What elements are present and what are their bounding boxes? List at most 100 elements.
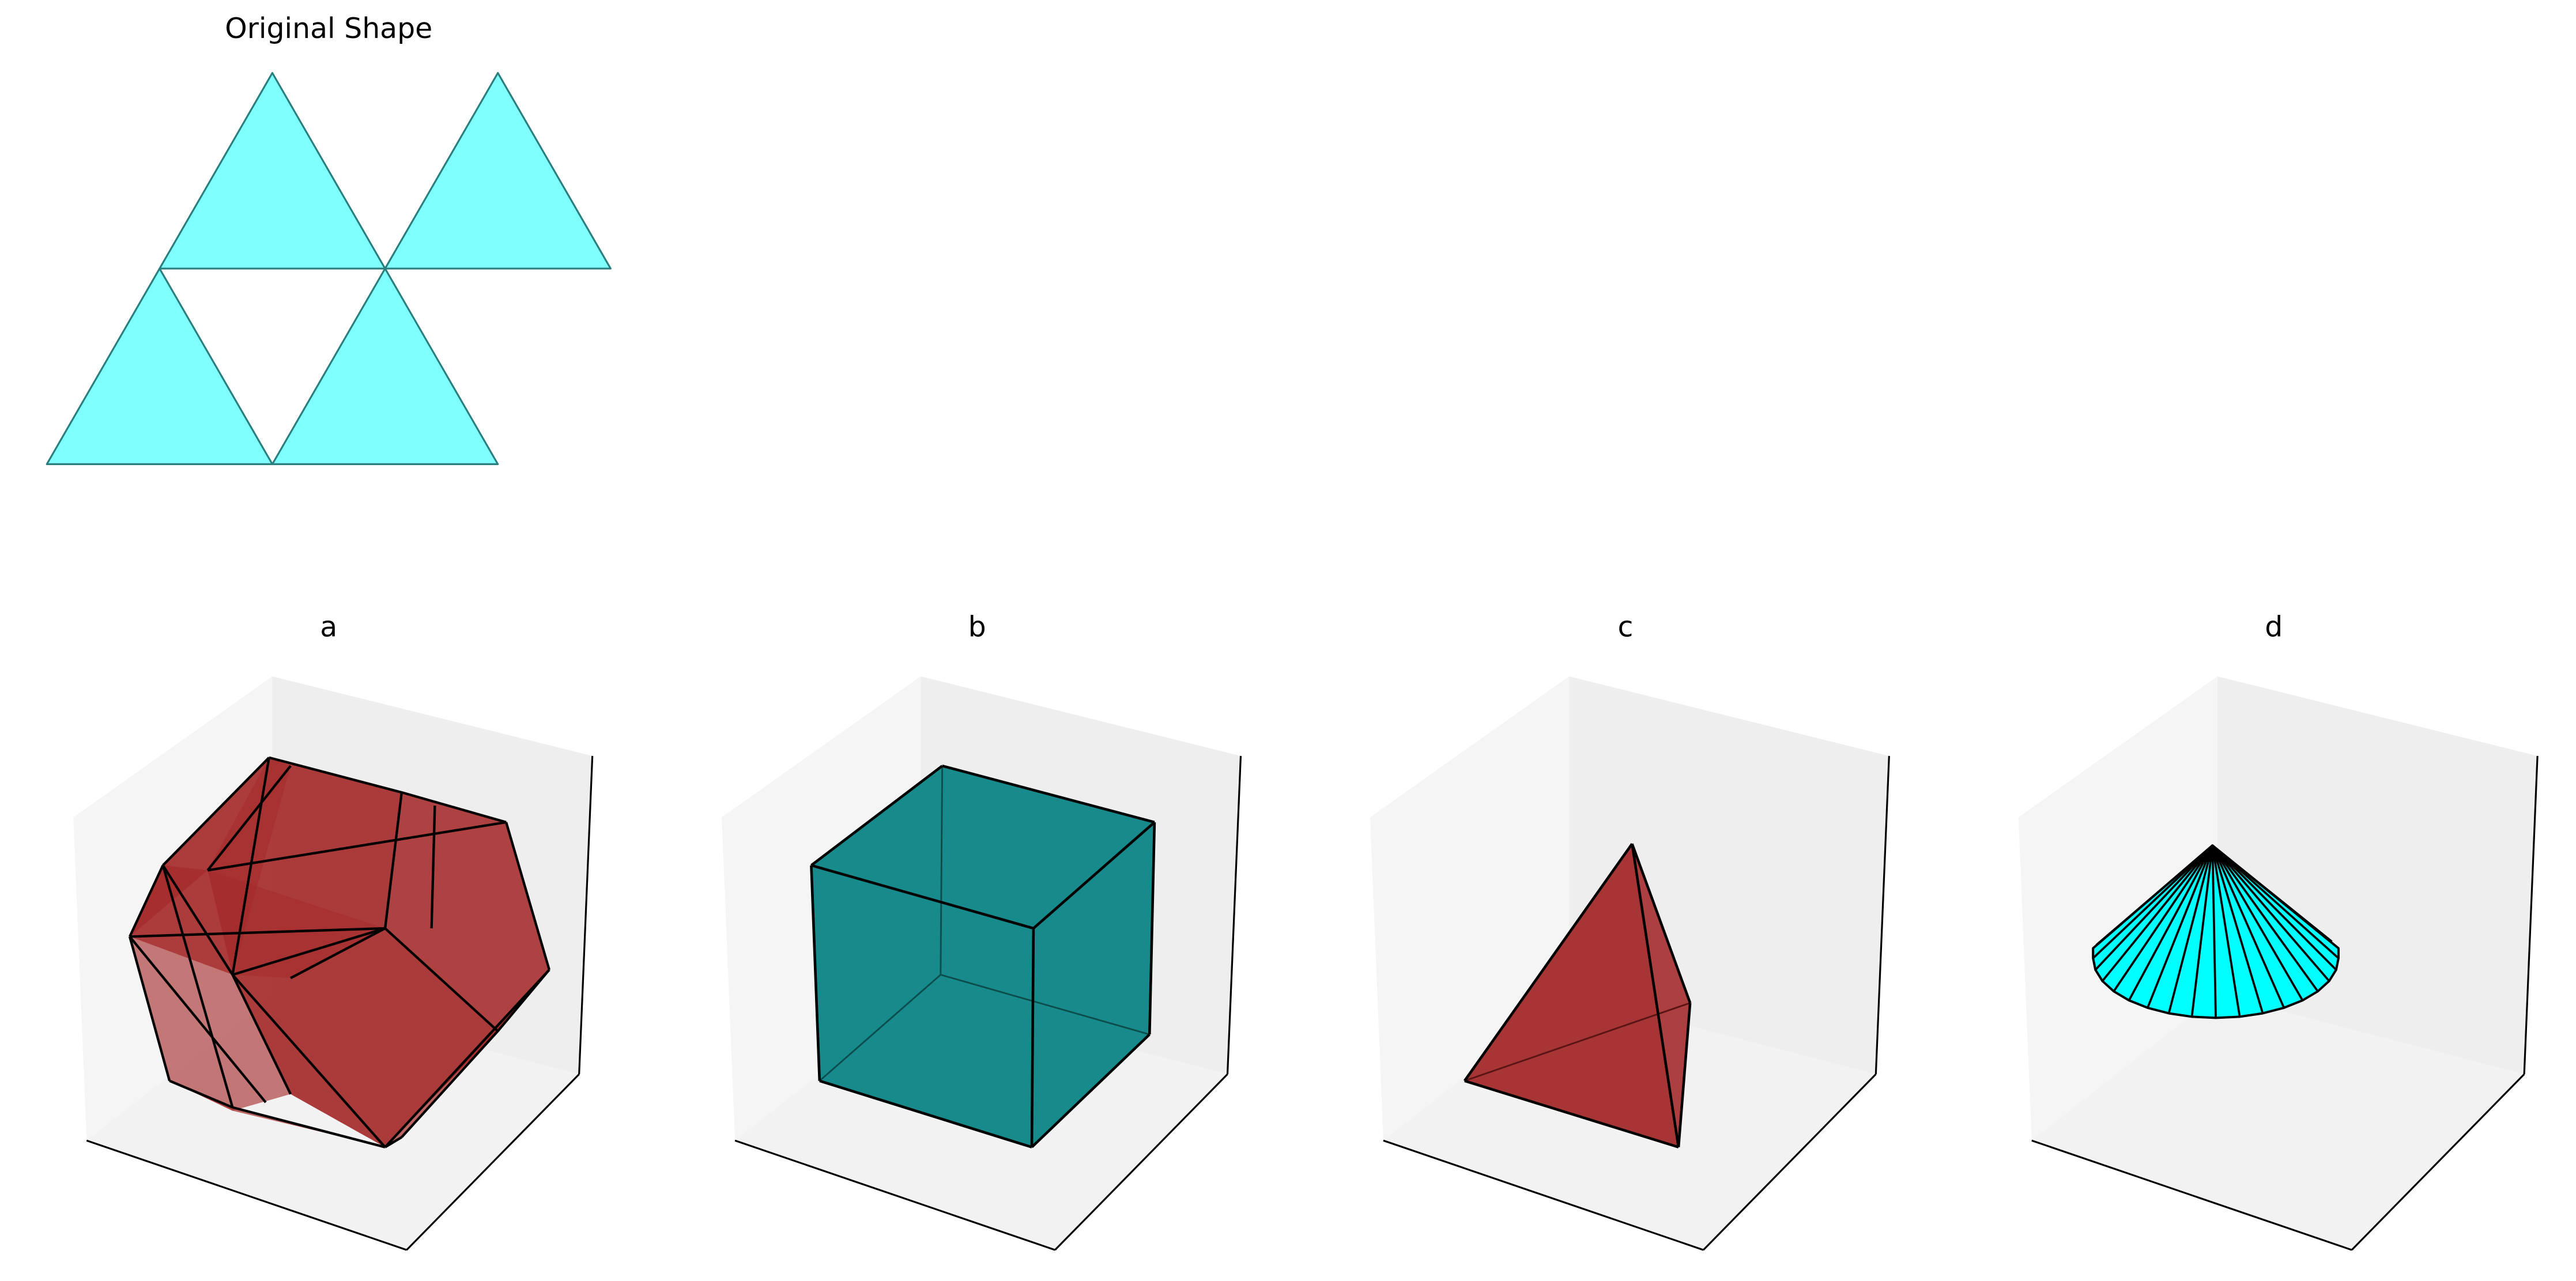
polyhedron-face (232, 928, 498, 1147)
cone-edge (2211, 844, 2330, 982)
polyhedron-edge (129, 936, 267, 1104)
cube-edge (819, 1079, 1032, 1148)
axis-line (406, 1074, 580, 1251)
cone-edge (2211, 845, 2319, 992)
option-panel-d: d (2018, 611, 2539, 1251)
cube-edge (810, 765, 944, 867)
shape-tetrahedron (1463, 842, 1692, 1148)
net-triangle (271, 267, 499, 466)
polyhedron-face (385, 792, 549, 1031)
axis-line (86, 1139, 408, 1251)
polyhedron-edge (505, 822, 550, 970)
cone-edge (2167, 845, 2214, 1014)
tetrahedron-edge (1463, 842, 1634, 1082)
cube-face (811, 865, 1034, 1147)
cube-face (811, 766, 1155, 928)
cone-edge (2113, 845, 2213, 992)
polyhedron-edge (129, 927, 386, 938)
cone-edge (2211, 845, 2241, 1017)
polyhedron-edge (232, 927, 386, 976)
option-label: a (320, 611, 337, 644)
shape-cube (810, 764, 1156, 1148)
polyhedron-edge (231, 974, 386, 1148)
axis-line (2351, 1074, 2525, 1251)
cone-edge (2128, 845, 2213, 1001)
option-panel-b: b (722, 611, 1242, 1251)
net-triangle (159, 71, 386, 270)
shape-cone (2092, 844, 2340, 1019)
cube-edge (810, 865, 821, 1081)
tetrahedron-edge (1631, 843, 1692, 1004)
polyhedron-edge (207, 821, 507, 872)
polyhedron-face (208, 757, 291, 975)
polyhedron-face (130, 936, 291, 1111)
polyhedron-edge (269, 756, 402, 794)
polyhedron-edge (232, 1106, 386, 1148)
cone-edge (2094, 844, 2213, 971)
polyhedron-edge (206, 765, 292, 871)
polyhedron-face (130, 865, 208, 937)
polyhedron-edge (161, 865, 234, 1108)
original-shape-title: Original Shape (225, 12, 432, 45)
option-label: d (2265, 611, 2283, 644)
pane-left (2018, 676, 2217, 1141)
cone-edge (2147, 845, 2214, 1008)
option-panel-c: c (1370, 611, 1890, 1251)
cone-edge (2212, 844, 2333, 943)
cube-edge (1148, 822, 1156, 1035)
cube-hidden-edge (940, 766, 944, 975)
cube-edge (942, 764, 1155, 824)
tetrahedron-edge (1631, 843, 1680, 1148)
axis-line (2031, 1139, 2352, 1251)
polyhedron-edge (169, 1079, 233, 1109)
cube-edge (810, 864, 1034, 930)
cone-edge (2101, 844, 2213, 982)
tetrahedron-edge (1464, 1079, 1679, 1148)
polyhedron-edge (161, 864, 234, 976)
polyhedron-edge (162, 757, 270, 867)
axis-line (734, 1139, 1055, 1251)
axis-line (1054, 1074, 1228, 1251)
option-label: b (968, 611, 986, 644)
net-triangle (46, 267, 274, 466)
cone-edge (2212, 844, 2340, 959)
tetrahedron-face (1632, 844, 1691, 1147)
cube-edge (1031, 1033, 1151, 1148)
net-triangle (384, 71, 612, 270)
cone-edge (2211, 845, 2217, 1018)
axis-line (1383, 1139, 1704, 1251)
tetrahedron-hidden-edge (1464, 1002, 1691, 1082)
polyhedron-edge (231, 974, 292, 1095)
polyhedron-edge (384, 969, 550, 1148)
shape-truncated-polyhedron (128, 756, 550, 1148)
pane-floor (2031, 995, 2525, 1250)
tetrahedron-edge (1677, 1003, 1692, 1147)
tetrahedron-face (1464, 844, 1679, 1147)
polyhedron-edge (384, 927, 499, 1032)
option-panel-a: a (73, 611, 594, 1251)
axis-line (578, 755, 594, 1075)
polyhedron-edge (128, 936, 171, 1082)
cone-edge (2211, 845, 2264, 1014)
cube-hidden-edge (819, 974, 941, 1082)
cube-hidden-edge (940, 974, 1150, 1036)
cone-edge (2092, 844, 2213, 959)
axis-line (1703, 1074, 1877, 1251)
original-shape-panel: Original Shape (46, 12, 612, 466)
polyhedron-edge (401, 1030, 499, 1138)
cube-edge (1032, 821, 1156, 929)
cone-edge (2211, 845, 2285, 1008)
polyhedron-edge (129, 864, 164, 938)
cone-edge (2211, 844, 2337, 971)
cube-edge (1030, 928, 1035, 1147)
polyhedron-edge (290, 927, 386, 980)
option-label: c (1617, 611, 1633, 644)
cone-edge (2190, 845, 2214, 1017)
polyhedron-edge (401, 791, 507, 823)
axis-line (1875, 755, 1890, 1075)
cone-edge (2095, 844, 2213, 946)
polyhedron-edge (383, 792, 403, 929)
axis-line (1226, 755, 1242, 1075)
